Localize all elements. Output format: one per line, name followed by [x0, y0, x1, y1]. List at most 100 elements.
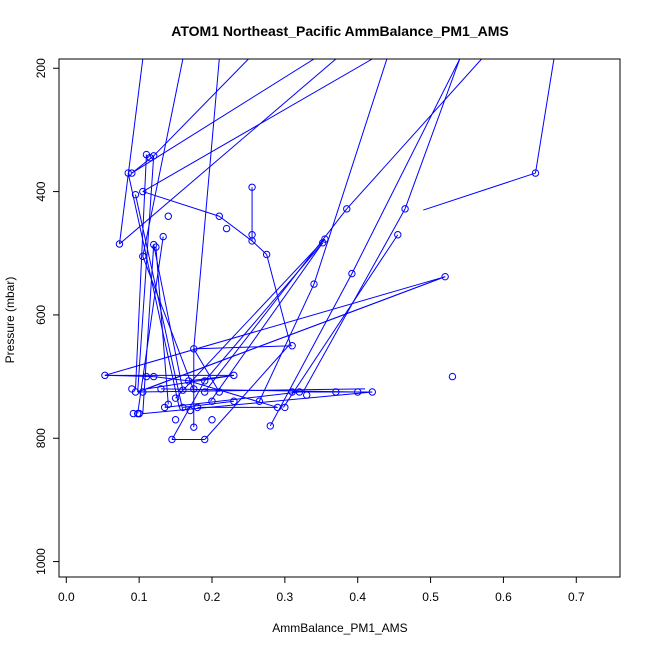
data-point-45: [281, 403, 289, 412]
data-point-32: [222, 224, 231, 233]
data-point-27: [179, 386, 187, 394]
series-segment-8: [127, 172, 180, 408]
data-point-62: [288, 388, 296, 396]
data-point-69: [201, 435, 209, 444]
series-segment-4: [146, 276, 446, 390]
data-point-51: [255, 397, 264, 405]
data-point-43: [303, 391, 311, 399]
y-tick-label-4: 1000: [34, 548, 48, 575]
data-point-14: [139, 187, 147, 196]
data-point-31: [248, 183, 256, 191]
series-segment-10: [135, 194, 184, 411]
series-segment-33: [282, 234, 399, 408]
data-point-2: [368, 388, 376, 396]
series-segment-15: [218, 215, 253, 242]
data-point-20: [115, 240, 124, 248]
data-point-40: [343, 205, 351, 213]
x-tick-label-7: 0.7: [568, 590, 585, 604]
data-point-47: [266, 422, 274, 430]
data-point-65: [230, 397, 238, 405]
data-point-57: [230, 371, 238, 380]
series-segment-36: [175, 238, 326, 399]
series-segment-18: [266, 254, 292, 346]
x-tick-label-2: 0.2: [204, 590, 221, 604]
data-point-34: [288, 342, 296, 350]
series-segment-43: [171, 380, 206, 440]
data-point-46: [348, 269, 356, 278]
series-segment-6: [153, 59, 249, 157]
data-point-52: [441, 272, 449, 281]
data-point-28: [139, 252, 147, 261]
data-point-22: [152, 243, 160, 251]
data-point-37: [215, 388, 223, 396]
chart-title: ATOM1 Northeast_Pacific AmmBalance_PM1_A…: [171, 23, 508, 39]
data-point-42: [401, 205, 409, 213]
series-segment-0: [423, 172, 536, 211]
x-tick-label-6: 0.6: [495, 590, 512, 604]
data-point-63: [160, 403, 169, 412]
data-point-30: [248, 237, 256, 245]
series-segment-56: [142, 244, 155, 414]
series-segment-5: [131, 155, 155, 174]
data-point-0: [531, 169, 540, 177]
series-segment-19: [137, 236, 164, 414]
data-point-59: [142, 372, 151, 381]
y-axis: 200 400 600 800 1000: [34, 58, 60, 575]
data-point-7: [171, 416, 180, 424]
plot-content: [101, 59, 555, 444]
series-segment-12: [142, 59, 373, 193]
x-axis-label: AmmBalance_PM1_AMS: [272, 621, 407, 635]
x-tick-label-5: 0.5: [422, 590, 439, 604]
series-segment-32: [404, 59, 461, 210]
series-segment-30: [346, 59, 482, 210]
series-segment-35: [351, 59, 461, 274]
series-segment-47: [164, 391, 300, 408]
data-point-36: [190, 345, 198, 353]
series-segment-37: [258, 283, 315, 402]
series-segment-54: [146, 374, 234, 390]
data-point-8: [124, 169, 132, 177]
data-point-54: [354, 388, 362, 396]
series-segment-14: [119, 59, 337, 245]
data-point-38: [319, 239, 327, 247]
data-point-3: [208, 416, 216, 424]
data-point-55: [150, 372, 158, 381]
series-segment-1: [534, 59, 555, 174]
data-point-29: [190, 385, 198, 393]
series-segment-55: [153, 376, 189, 382]
series-segment-42: [188, 380, 278, 408]
data-point-24: [159, 232, 167, 241]
data-point-12: [128, 385, 136, 393]
y-tick-label-1: 400: [34, 181, 48, 201]
series-segment-57: [137, 388, 366, 393]
series-segment-3: [104, 276, 446, 376]
x-tick-label-4: 0.4: [349, 590, 366, 604]
data-point-33: [262, 250, 271, 259]
data-point-48: [321, 235, 329, 243]
series-segment-48: [182, 400, 234, 408]
data-point-66: [193, 403, 202, 412]
series-segment-52: [204, 345, 289, 440]
data-point-26: [150, 240, 158, 249]
series-segment-21: [153, 244, 184, 391]
x-tick-label-3: 0.3: [277, 590, 294, 604]
y-tick-label-3: 800: [34, 428, 48, 448]
data-point-5: [128, 169, 136, 177]
data-point-67: [273, 403, 282, 412]
data-point-21: [135, 409, 143, 418]
series-segment-24: [193, 59, 220, 349]
data-point-71: [295, 388, 304, 396]
series-segment-58: [137, 155, 155, 393]
data-point-35: [186, 406, 194, 415]
series-segment-13: [118, 59, 144, 245]
data-point-53: [157, 385, 165, 393]
data-point-1: [448, 372, 457, 381]
y-tick-label-2: 600: [34, 305, 48, 325]
series-segment-38: [313, 59, 388, 285]
x-axis: 0.0 0.1 0.2 0.3 0.4 0.5 0.6 0.7: [58, 576, 585, 604]
series-segment-26: [193, 348, 220, 393]
data-point-64: [179, 403, 187, 412]
x-tick-label-1: 0.1: [131, 590, 148, 604]
